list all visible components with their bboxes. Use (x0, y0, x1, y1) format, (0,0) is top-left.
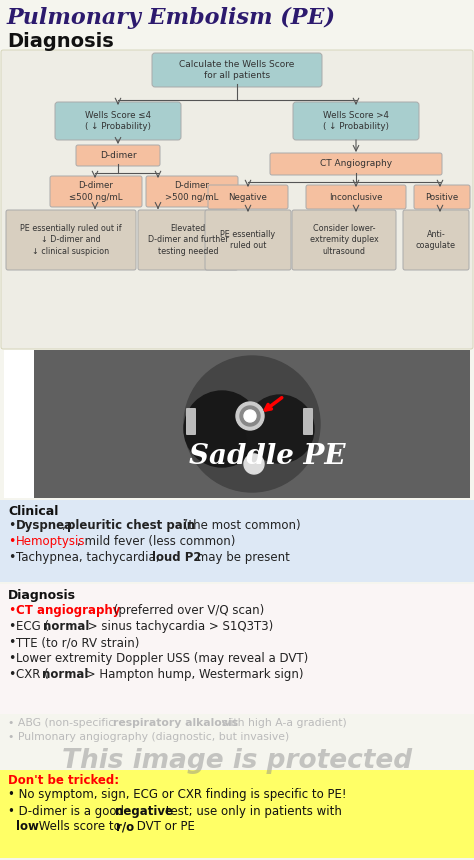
Text: (preferred over V/Q scan): (preferred over V/Q scan) (110, 604, 264, 617)
Text: •: • (8, 519, 15, 532)
FancyBboxPatch shape (414, 185, 470, 209)
FancyBboxPatch shape (270, 153, 442, 175)
FancyBboxPatch shape (138, 210, 238, 270)
Circle shape (236, 402, 264, 430)
FancyBboxPatch shape (205, 210, 291, 270)
Text: > sinus tachycardia > S1Q3T3): > sinus tachycardia > S1Q3T3) (84, 620, 273, 633)
FancyBboxPatch shape (306, 185, 406, 209)
Text: • No symptom, sign, ECG or CXR finding is specific to PE!: • No symptom, sign, ECG or CXR finding i… (8, 788, 346, 801)
Text: •: • (8, 652, 15, 665)
Text: Tachypnea, tachycardia,: Tachypnea, tachycardia, (16, 551, 163, 564)
Text: test; use only in patients with: test; use only in patients with (162, 805, 342, 818)
Text: PE essentially
ruled out: PE essentially ruled out (220, 230, 275, 250)
Circle shape (184, 356, 320, 492)
Circle shape (240, 406, 260, 426)
Text: Diagnosis: Diagnosis (7, 32, 114, 51)
Text: Inconclusive: Inconclusive (329, 193, 383, 201)
FancyBboxPatch shape (0, 500, 474, 582)
Text: PE essentially ruled out if
↓ D-dimer and
↓ clinical suspicion: PE essentially ruled out if ↓ D-dimer an… (20, 224, 122, 255)
Text: with high A-a gradient): with high A-a gradient) (218, 718, 347, 728)
Circle shape (244, 410, 256, 422)
Text: Negative: Negative (228, 193, 267, 201)
Text: Lower extremity Doppler USS (may reveal a DVT): Lower extremity Doppler USS (may reveal … (16, 652, 308, 665)
Text: Clinical: Clinical (8, 505, 58, 518)
Text: D-dimer
≤500 ng/mL: D-dimer ≤500 ng/mL (69, 181, 123, 201)
Text: This image is protected: This image is protected (62, 748, 412, 774)
FancyBboxPatch shape (76, 145, 160, 166)
FancyBboxPatch shape (303, 408, 313, 435)
FancyBboxPatch shape (55, 102, 181, 140)
Text: D-dimer: D-dimer (100, 151, 137, 160)
Text: Wells Score >4
( ↓ Probability): Wells Score >4 ( ↓ Probability) (323, 111, 389, 131)
Text: •: • (8, 604, 15, 617)
Text: (the most common): (the most common) (180, 519, 301, 532)
Text: Anti-
coagulate: Anti- coagulate (416, 230, 456, 250)
Text: normal: normal (43, 620, 90, 633)
FancyBboxPatch shape (4, 350, 470, 498)
Text: > Hampton hump, Westermark sign): > Hampton hump, Westermark sign) (82, 668, 303, 681)
Text: Positive: Positive (425, 193, 459, 201)
Text: CT angiography: CT angiography (16, 604, 120, 617)
FancyBboxPatch shape (6, 210, 136, 270)
FancyBboxPatch shape (403, 210, 469, 270)
Text: Don't be tricked:: Don't be tricked: (8, 774, 119, 787)
Text: normal: normal (42, 668, 88, 681)
Text: loud P2: loud P2 (152, 551, 201, 564)
Text: Pulmonary Embolism (PE): Pulmonary Embolism (PE) (7, 7, 336, 29)
Text: D-dimer
>500 ng/mL: D-dimer >500 ng/mL (165, 181, 219, 201)
Text: CXR (: CXR ( (16, 668, 49, 681)
FancyBboxPatch shape (186, 408, 196, 435)
Text: ECG (: ECG ( (16, 620, 49, 633)
FancyBboxPatch shape (50, 176, 142, 207)
Text: Wells Score ≤4
( ↓ Probability): Wells Score ≤4 ( ↓ Probability) (85, 111, 151, 131)
Text: •: • (8, 535, 15, 548)
FancyBboxPatch shape (152, 53, 322, 87)
FancyBboxPatch shape (292, 210, 396, 270)
Text: •: • (8, 551, 15, 564)
Text: r/o: r/o (116, 820, 134, 833)
Text: negative: negative (115, 805, 173, 818)
Text: Hemoptysis: Hemoptysis (16, 535, 85, 548)
Text: low: low (16, 820, 39, 833)
Text: ,: , (62, 519, 70, 532)
Text: Wells score to: Wells score to (35, 820, 125, 833)
Text: TTE (to r/o RV strain): TTE (to r/o RV strain) (16, 636, 139, 649)
Text: Elevated
D-dimer and further
testing needed: Elevated D-dimer and further testing nee… (148, 224, 228, 255)
Text: Saddle PE: Saddle PE (189, 443, 345, 470)
FancyBboxPatch shape (293, 102, 419, 140)
Text: Consider lower-
extremity duplex
ultrasound: Consider lower- extremity duplex ultraso… (310, 224, 378, 255)
Text: •: • (8, 636, 15, 649)
FancyBboxPatch shape (34, 350, 470, 498)
Text: pleuritic chest pain: pleuritic chest pain (67, 519, 195, 532)
FancyBboxPatch shape (0, 584, 474, 714)
Text: respiratory alkalosis: respiratory alkalosis (113, 718, 238, 728)
Text: Calculate the Wells Score
for all patients: Calculate the Wells Score for all patien… (179, 60, 295, 80)
Circle shape (244, 454, 264, 474)
FancyBboxPatch shape (146, 176, 238, 207)
Circle shape (246, 395, 314, 463)
Circle shape (184, 391, 260, 467)
Text: •: • (8, 620, 15, 633)
Text: • Pulmonary angiography (diagnostic, but invasive): • Pulmonary angiography (diagnostic, but… (8, 732, 289, 742)
FancyBboxPatch shape (1, 50, 473, 349)
Text: , mild fever (less common): , mild fever (less common) (77, 535, 236, 548)
Text: Dyspnea: Dyspnea (16, 519, 73, 532)
FancyBboxPatch shape (0, 770, 474, 858)
FancyBboxPatch shape (208, 185, 288, 209)
Text: may be present: may be present (193, 551, 290, 564)
Text: • ABG (non-specific: • ABG (non-specific (8, 718, 118, 728)
Text: Diagnosis: Diagnosis (8, 589, 76, 602)
Text: •: • (8, 668, 15, 681)
Text: • D-dimer is a good: • D-dimer is a good (8, 805, 128, 818)
Text: DVT or PE: DVT or PE (133, 820, 195, 833)
Text: CT Angiography: CT Angiography (320, 159, 392, 169)
